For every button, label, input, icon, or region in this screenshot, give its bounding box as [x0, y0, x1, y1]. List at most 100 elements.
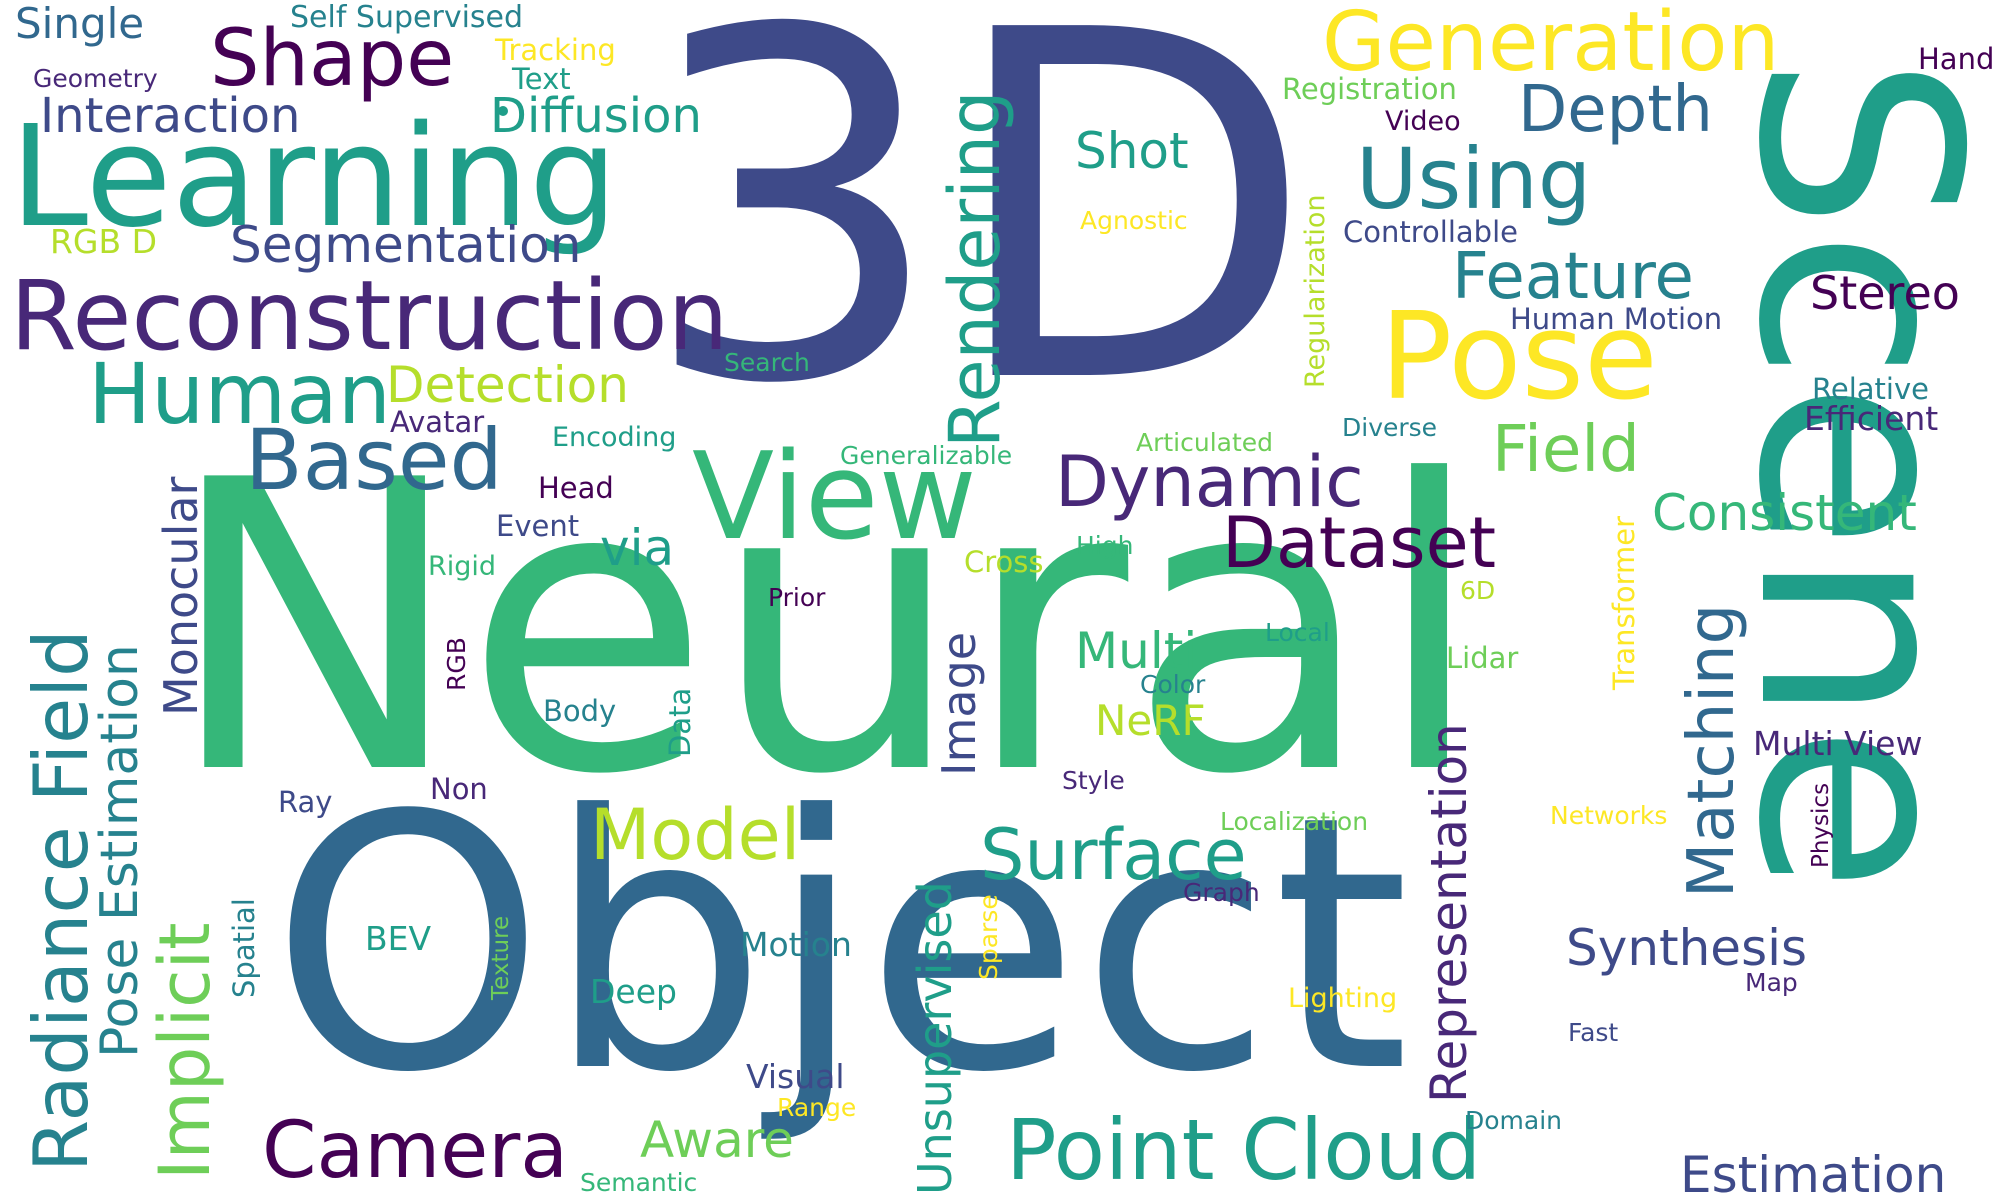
- word-pose: Pose: [1380, 288, 1658, 427]
- word-interaction: Interaction: [40, 88, 301, 144]
- word-text: Text: [512, 62, 571, 96]
- word-learning: Learning: [10, 96, 618, 259]
- word-agnostic: Agnostic: [1080, 206, 1188, 235]
- word-image: Image: [932, 631, 986, 776]
- word-representation: Representation: [1420, 723, 1478, 1103]
- word-cross: Cross: [964, 545, 1044, 579]
- word-localization: Localization: [1220, 807, 1369, 836]
- word-multi: Multi: [1075, 622, 1198, 680]
- word-efficient: Efficient: [1804, 399, 1939, 438]
- word-head: Head: [538, 471, 614, 505]
- word-event: Event: [496, 509, 580, 543]
- word-high: High: [1076, 531, 1134, 560]
- word-domain: Domain: [1465, 1106, 1563, 1135]
- word-search: Search: [724, 348, 810, 377]
- word-synthesis: Synthesis: [1566, 919, 1808, 977]
- word-video: Video: [1385, 106, 1461, 137]
- word-generalizable: Generalizable: [840, 441, 1013, 470]
- word-dataset: Dataset: [1222, 502, 1497, 584]
- word-nerf: NeRF: [1095, 696, 1206, 745]
- word-unsupervised: Unsupervised: [908, 881, 962, 1195]
- word-reconstruction: Reconstruction: [10, 260, 729, 372]
- word-graph: Graph: [1183, 878, 1260, 907]
- word-diverse: Diverse: [1342, 413, 1438, 442]
- word-articulated: Articulated: [1136, 428, 1274, 457]
- word-pose-estimation: Pose Estimation: [90, 644, 150, 1058]
- word-encoding: Encoding: [552, 422, 677, 453]
- word-rigid: Rigid: [428, 551, 497, 582]
- word-segmentation: Segmentation: [230, 216, 582, 274]
- word-prior: Prior: [768, 583, 826, 612]
- word-generation: Generation: [1322, 0, 1780, 90]
- word-tracking: Tracking: [495, 33, 616, 67]
- word-rgb: RGB: [442, 637, 471, 691]
- word-avatar: Avatar: [390, 405, 485, 439]
- word-motion: Motion: [740, 925, 852, 964]
- word-transformer: Transformer: [1607, 515, 1641, 690]
- word-range: Range: [777, 1093, 857, 1122]
- word-fast: Fast: [1568, 1018, 1619, 1047]
- word-point-cloud: Point Cloud: [1006, 1101, 1482, 1199]
- word-diffusion: Diffusion: [490, 88, 702, 144]
- word-bev: BEV: [365, 919, 432, 958]
- word-sparse: Sparse: [974, 894, 1003, 980]
- word-spatial: Spatial: [227, 898, 261, 998]
- word-dynamic: Dynamic: [1055, 441, 1364, 523]
- dot-mark: [498, 106, 508, 116]
- word-field: Field: [1492, 413, 1640, 487]
- word-style: Style: [1062, 766, 1125, 795]
- word-multi-view: Multi View: [1753, 724, 1923, 763]
- word-single: Single: [15, 0, 145, 48]
- word-aware: Aware: [640, 1111, 794, 1169]
- word-via: via: [600, 519, 675, 577]
- word-radiance-field: Radiance Field: [17, 629, 105, 1172]
- word-rgbd: RGB D: [50, 222, 158, 261]
- word-using: Using: [1356, 130, 1592, 228]
- word-body: Body: [543, 694, 617, 728]
- word-rendering: Rendering: [934, 90, 1016, 448]
- word-based: Based: [245, 411, 503, 509]
- word-matching: Matching: [1675, 603, 1749, 898]
- word-implicit: Implicit: [144, 922, 226, 1180]
- word-lidar: Lidar: [1446, 641, 1519, 675]
- word-hand: Hand: [1918, 42, 1995, 76]
- word-stereo: Stereo: [1810, 266, 1960, 320]
- word-visual: Visual: [746, 1057, 845, 1096]
- word-detection: Detection: [386, 356, 629, 414]
- word-relative: Relative: [1812, 372, 1929, 406]
- word-deep: Deep: [590, 972, 677, 1011]
- word-shot: Shot: [1075, 122, 1189, 180]
- word-networks: Networks: [1550, 801, 1668, 830]
- word-surface: Surface: [980, 814, 1247, 896]
- word-geometry: Geometry: [33, 64, 158, 93]
- word-human-motion: Human Motion: [1510, 302, 1723, 336]
- word-camera: Camera: [262, 1106, 569, 1196]
- word-controllable: Controllable: [1343, 215, 1518, 249]
- word-regularization: Regularization: [1300, 194, 1331, 389]
- word-shape: Shape: [210, 14, 455, 104]
- word-semantic: Semantic: [580, 1168, 698, 1197]
- word-color: Color: [1140, 670, 1206, 699]
- word-depth: Depth: [1518, 73, 1713, 147]
- word-6d: 6D: [1460, 576, 1496, 605]
- word-ray: Ray: [278, 785, 333, 819]
- word-lighting: Lighting: [1288, 983, 1398, 1014]
- word-data: Data: [663, 687, 697, 757]
- word-feature: Feature: [1452, 240, 1694, 314]
- word-model: Model: [590, 794, 801, 876]
- word-physics: Physics: [1808, 782, 1834, 868]
- word-map: Map: [1745, 968, 1798, 997]
- word-local: Local: [1265, 618, 1330, 647]
- word-view: View: [692, 428, 977, 567]
- word-registration: Registration: [1282, 72, 1457, 106]
- word-monocular: Monocular: [154, 476, 208, 716]
- word-human: Human: [88, 345, 391, 443]
- word-neural: Neural: [165, 397, 1485, 862]
- word-scene: Scene: [1698, 55, 2000, 894]
- word-consistent: Consistent: [1652, 484, 1917, 542]
- word-self-supervised: Self Supervised: [290, 0, 524, 35]
- word-3d: 3D: [640, 0, 1315, 489]
- word-texture: Texture: [488, 915, 514, 1000]
- word-estimation: Estimation: [1680, 1146, 1947, 1200]
